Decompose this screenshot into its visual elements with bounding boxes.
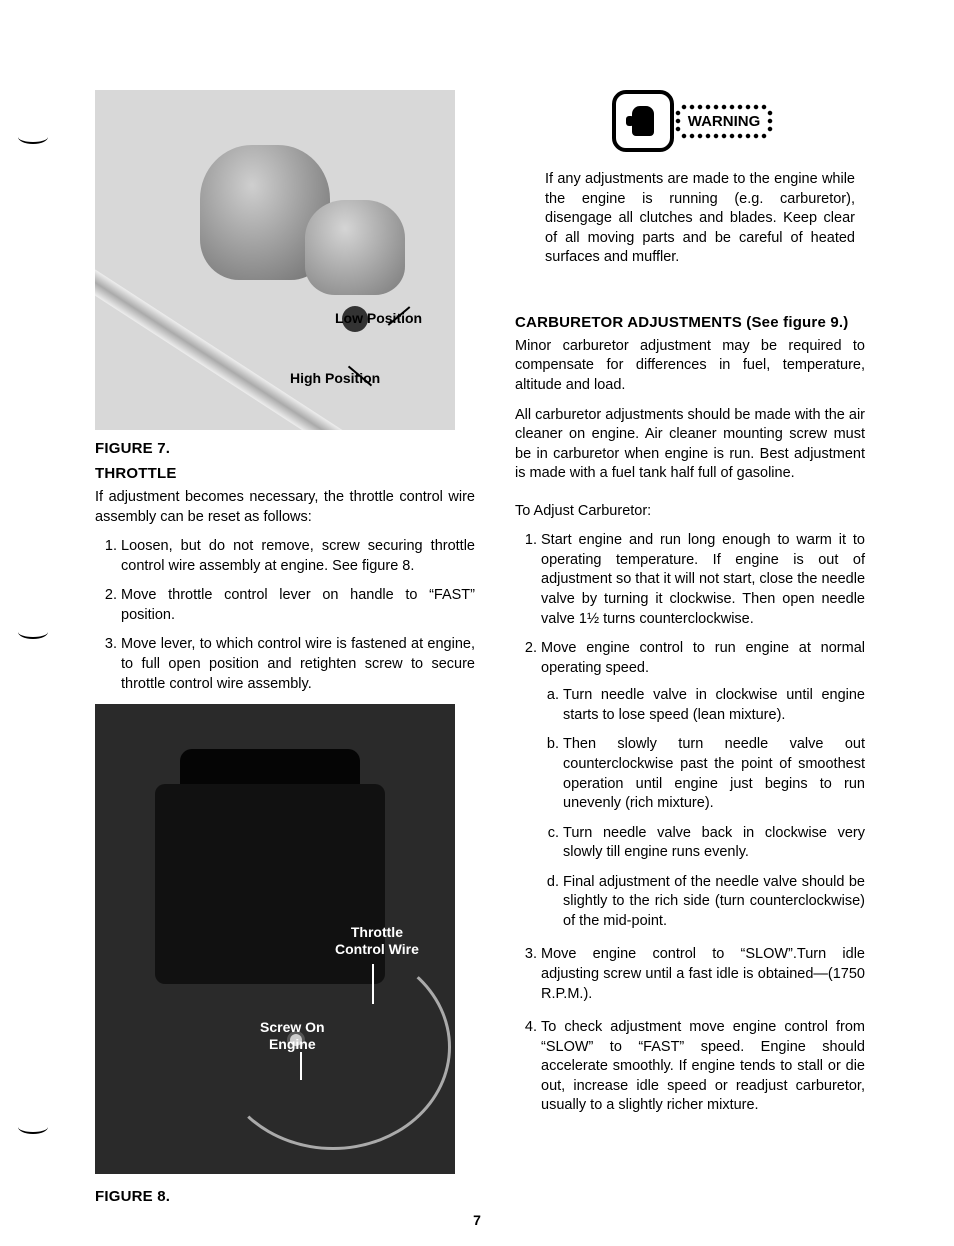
carburetor-step-2-text: Move engine control to run engine at nor… — [541, 640, 865, 676]
throttle-step: Loosen, but do not remove, screw securin… — [121, 537, 475, 576]
binder-hole-mark — [18, 625, 48, 639]
left-column: Low Position High Position FIGURE 7. THR… — [95, 90, 475, 1205]
throttle-intro: If adjustment becomes necessary, the thr… — [95, 488, 475, 527]
carburetor-adjust-intro: To Adjust Carburetor: — [515, 502, 865, 522]
carburetor-substeps-list: Turn needle valve in clockwise until eng… — [541, 686, 865, 931]
warning-hand-icon — [612, 90, 674, 152]
carburetor-steps-list: Start engine and run long enough to warm… — [515, 531, 865, 1116]
two-column-layout: Low Position High Position FIGURE 7. THR… — [0, 0, 954, 1205]
figure8-throttle-wire-label: Throttle Control Wire — [335, 924, 419, 958]
binder-hole-mark — [18, 1120, 48, 1134]
manual-page: Low Position High Position FIGURE 7. THR… — [0, 0, 954, 1246]
right-column: WARNING If any adjustments are made to t… — [515, 90, 865, 1205]
throttle-step: Move lever, to which control wire is fas… — [121, 635, 475, 694]
carburetor-step: Move engine control to run engine at nor… — [541, 639, 865, 931]
warning-header: WARNING — [515, 90, 865, 152]
carburetor-step: To check adjustment move engine control … — [541, 1018, 865, 1116]
figure7-high-position-label: High Position — [290, 370, 380, 386]
page-number: 7 — [473, 1212, 481, 1228]
carburetor-substep: Then slowly turn needle valve out counte… — [563, 735, 865, 813]
carburetor-heading: CARBURETOR ADJUSTMENTS (See figure 9.) — [515, 314, 865, 331]
figure-7-image: Low Position High Position — [95, 90, 455, 430]
figure7-low-position-label: Low Position — [335, 310, 422, 326]
carburetor-step: Move engine control to “SLOW”.Turn idle … — [541, 945, 865, 1004]
carburetor-substep: Turn needle valve in clockwise until eng… — [563, 686, 865, 725]
binder-hole-mark — [18, 130, 48, 144]
warning-body-text: If any adjustments are made to the engin… — [515, 170, 865, 268]
throttle-heading: THROTTLE — [95, 465, 475, 482]
figure8-screw-label: Screw On Engine — [260, 1019, 325, 1053]
figure-8-caption: FIGURE 8. — [95, 1188, 475, 1205]
warning-label-text: WARNING — [688, 113, 761, 130]
carburetor-substep: Turn needle valve back in clockwise very… — [563, 824, 865, 863]
carburetor-para-1: Minor carburetor adjustment may be requi… — [515, 337, 865, 396]
carburetor-substep: Final adjustment of the needle valve sho… — [563, 873, 865, 932]
carburetor-step: Start engine and run long enough to warm… — [541, 531, 865, 629]
figure-8-image: Throttle Control Wire Screw On Engine — [95, 704, 455, 1174]
throttle-step: Move throttle control lever on handle to… — [121, 586, 475, 625]
throttle-steps-list: Loosen, but do not remove, screw securin… — [95, 537, 475, 694]
figure-7-caption: FIGURE 7. — [95, 440, 475, 457]
warning-label-box: WARNING — [680, 109, 769, 134]
carburetor-para-2: All carburetor adjustments should be mad… — [515, 406, 865, 484]
